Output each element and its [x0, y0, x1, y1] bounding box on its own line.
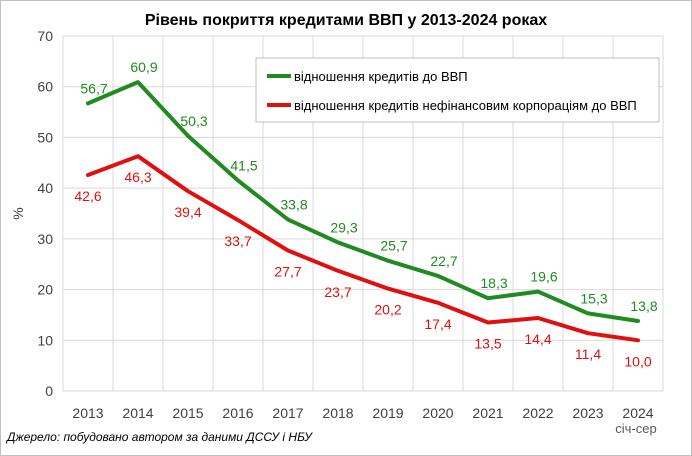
- x-tick-label: 2013: [72, 405, 103, 421]
- data-label: 13,5: [474, 336, 501, 352]
- x-tick-label: 2022: [522, 405, 553, 421]
- period-note: січ-сер: [615, 421, 656, 436]
- data-label: 14,4: [524, 331, 551, 347]
- data-label: 50,3: [180, 113, 207, 129]
- x-tick-label: 2023: [572, 405, 603, 421]
- data-label: 23,7: [324, 284, 351, 300]
- legend-label-2: відношення кредитів нефінансовим корпора…: [294, 98, 637, 113]
- data-label: 17,4: [424, 316, 451, 332]
- data-label: 15,3: [580, 290, 607, 306]
- x-tick-label: 2017: [272, 405, 303, 421]
- data-label: 41,5: [230, 158, 257, 174]
- data-label: 39,4: [174, 204, 201, 220]
- legend-box: [255, 57, 660, 123]
- x-tick-label: 2015: [172, 405, 203, 421]
- data-label: 60,9: [130, 59, 157, 75]
- x-tick-label: 2021: [472, 405, 503, 421]
- data-label: 42,6: [74, 188, 101, 204]
- x-tick-label: 2016: [222, 405, 253, 421]
- x-tick-label: 2019: [372, 405, 403, 421]
- x-tick-label: 2018: [322, 405, 353, 421]
- data-label: 27,7: [274, 264, 301, 280]
- data-label: 22,7: [430, 253, 457, 269]
- x-tick-label: 2024: [622, 405, 653, 421]
- y-tick-label: 60: [37, 79, 53, 95]
- data-label: 46,3: [124, 169, 151, 185]
- source-note: Джерело: побудовано автором за даними ДС…: [5, 430, 313, 444]
- data-label: 29,3: [330, 219, 357, 235]
- y-tick-label: 40: [37, 180, 53, 196]
- x-tick-label: 2014: [122, 405, 153, 421]
- series-line-2: [86, 154, 640, 343]
- y-axis-title: %: [10, 207, 26, 219]
- y-tick-label: 0: [45, 383, 53, 399]
- x-tick-label: 2020: [422, 405, 453, 421]
- data-label: 25,7: [380, 238, 407, 254]
- data-label: 20,2: [374, 302, 401, 318]
- data-label: 18,3: [480, 275, 507, 291]
- data-label: 56,7: [80, 80, 107, 96]
- y-tick-label: 70: [37, 28, 53, 44]
- y-tick-label: 10: [37, 332, 53, 348]
- data-label: 13,8: [630, 298, 657, 314]
- y-tick-label: 30: [37, 231, 53, 247]
- y-tick-label: 20: [37, 282, 53, 298]
- data-label: 10,0: [624, 353, 651, 369]
- y-tick-label: 50: [37, 129, 53, 145]
- series-line-1: [86, 80, 640, 323]
- legend-label-1: відношення кредитів до ВВП: [294, 69, 468, 84]
- data-label: 33,8: [280, 197, 307, 213]
- data-label: 33,7: [224, 233, 251, 249]
- data-label: 19,6: [530, 269, 557, 285]
- chart-title: Рівень покриття кредитами ВВП у 2013-202…: [145, 12, 547, 29]
- data-label: 11,4: [575, 346, 601, 362]
